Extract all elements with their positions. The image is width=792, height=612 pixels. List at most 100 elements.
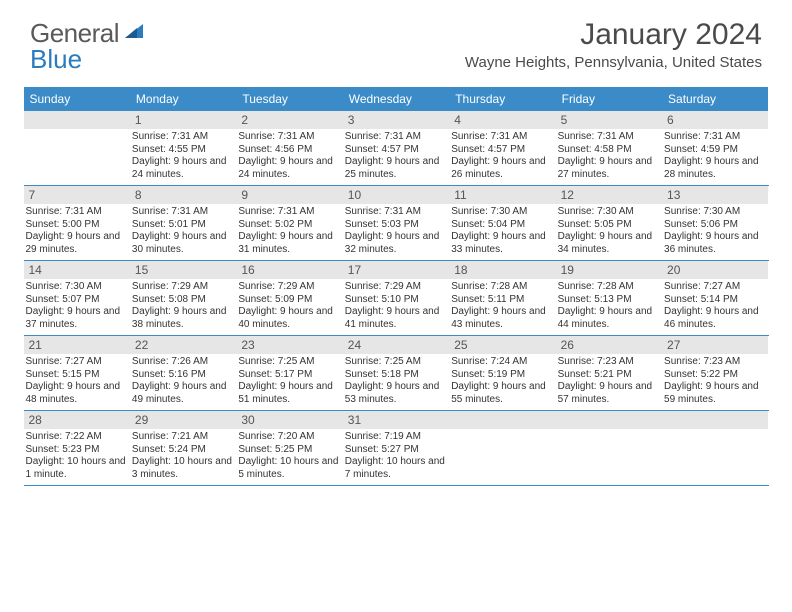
sunset-line: Sunset: 5:25 PM [238,444,339,457]
sunrise-line: Sunrise: 7:30 AM [26,281,127,294]
day-details: Sunrise: 7:30 AMSunset: 5:05 PMDaylight:… [556,204,662,260]
day-cell: 26Sunrise: 7:23 AMSunset: 5:21 PMDayligh… [556,336,662,410]
sunrise-line: Sunrise: 7:19 AM [345,431,446,444]
day-cell: 14Sunrise: 7:30 AMSunset: 5:07 PMDayligh… [24,261,130,335]
day-cell: 23Sunrise: 7:25 AMSunset: 5:17 PMDayligh… [236,336,342,410]
day-details: Sunrise: 7:28 AMSunset: 5:13 PMDaylight:… [556,279,662,335]
weeks-container: 1Sunrise: 7:31 AMSunset: 4:55 PMDaylight… [24,111,769,486]
day-number: 19 [556,261,662,279]
sunrise-line: Sunrise: 7:31 AM [345,206,446,219]
day-details: Sunrise: 7:31 AMSunset: 5:01 PMDaylight:… [130,204,236,260]
day-number: 3 [343,111,449,129]
week-row: 7Sunrise: 7:31 AMSunset: 5:00 PMDaylight… [24,186,769,261]
sunrise-line: Sunrise: 7:21 AM [132,431,233,444]
sunrise-line: Sunrise: 7:31 AM [558,131,659,144]
day-cell: 20Sunrise: 7:27 AMSunset: 5:14 PMDayligh… [662,261,768,335]
day-details: Sunrise: 7:22 AMSunset: 5:23 PMDaylight:… [24,429,130,485]
sunset-line: Sunset: 5:13 PM [558,294,659,307]
day-number [662,411,768,429]
sunrise-line: Sunrise: 7:31 AM [132,131,233,144]
weekday-header: Thursday [449,87,555,111]
sunset-line: Sunset: 5:09 PM [238,294,339,307]
day-number: 6 [662,111,768,129]
day-details: Sunrise: 7:25 AMSunset: 5:18 PMDaylight:… [343,354,449,410]
daylight-line: Daylight: 9 hours and 51 minutes. [238,381,339,406]
daylight-line: Daylight: 9 hours and 44 minutes. [558,306,659,331]
day-details [556,429,662,435]
daylight-line: Daylight: 9 hours and 28 minutes. [664,156,765,181]
daylight-line: Daylight: 9 hours and 36 minutes. [664,231,765,256]
day-details: Sunrise: 7:31 AMSunset: 4:56 PMDaylight:… [236,129,342,185]
day-details: Sunrise: 7:30 AMSunset: 5:07 PMDaylight:… [24,279,130,335]
daylight-line: Daylight: 9 hours and 46 minutes. [664,306,765,331]
day-number: 11 [449,186,555,204]
day-number: 21 [24,336,130,354]
daylight-line: Daylight: 9 hours and 24 minutes. [132,156,233,181]
daylight-line: Daylight: 9 hours and 40 minutes. [238,306,339,331]
sunset-line: Sunset: 5:22 PM [664,369,765,382]
week-row: 14Sunrise: 7:30 AMSunset: 5:07 PMDayligh… [24,261,769,336]
sunrise-line: Sunrise: 7:31 AM [238,206,339,219]
day-details [662,429,768,435]
day-number: 9 [236,186,342,204]
week-row: 1Sunrise: 7:31 AMSunset: 4:55 PMDaylight… [24,111,769,186]
daylight-line: Daylight: 9 hours and 41 minutes. [345,306,446,331]
day-cell: 1Sunrise: 7:31 AMSunset: 4:55 PMDaylight… [130,111,236,185]
day-cell: 22Sunrise: 7:26 AMSunset: 5:16 PMDayligh… [130,336,236,410]
weekday-header: Saturday [662,87,768,111]
sunrise-line: Sunrise: 7:28 AM [558,281,659,294]
day-details: Sunrise: 7:30 AMSunset: 5:04 PMDaylight:… [449,204,555,260]
day-number: 5 [556,111,662,129]
daylight-line: Daylight: 10 hours and 1 minute. [26,456,127,481]
daylight-line: Daylight: 9 hours and 32 minutes. [345,231,446,256]
day-cell [662,411,768,485]
day-cell: 2Sunrise: 7:31 AMSunset: 4:56 PMDaylight… [236,111,342,185]
sunset-line: Sunset: 5:27 PM [345,444,446,457]
sunset-line: Sunset: 5:02 PM [238,219,339,232]
day-number [24,111,130,129]
sunset-line: Sunset: 4:59 PM [664,144,765,157]
sunset-line: Sunset: 5:17 PM [238,369,339,382]
weekday-header: Tuesday [236,87,342,111]
day-number: 4 [449,111,555,129]
day-number: 24 [343,336,449,354]
day-number: 31 [343,411,449,429]
day-details: Sunrise: 7:26 AMSunset: 5:16 PMDaylight:… [130,354,236,410]
sunrise-line: Sunrise: 7:28 AM [451,281,552,294]
day-cell: 7Sunrise: 7:31 AMSunset: 5:00 PMDaylight… [24,186,130,260]
day-number: 20 [662,261,768,279]
sunrise-line: Sunrise: 7:26 AM [132,356,233,369]
daylight-line: Daylight: 10 hours and 7 minutes. [345,456,446,481]
sunrise-line: Sunrise: 7:31 AM [345,131,446,144]
day-cell: 4Sunrise: 7:31 AMSunset: 4:57 PMDaylight… [449,111,555,185]
sunrise-line: Sunrise: 7:27 AM [664,281,765,294]
sunrise-line: Sunrise: 7:23 AM [664,356,765,369]
sunset-line: Sunset: 4:57 PM [451,144,552,157]
day-number: 29 [130,411,236,429]
daylight-line: Daylight: 9 hours and 30 minutes. [132,231,233,256]
day-details: Sunrise: 7:31 AMSunset: 5:03 PMDaylight:… [343,204,449,260]
day-details: Sunrise: 7:29 AMSunset: 5:09 PMDaylight:… [236,279,342,335]
day-number: 14 [24,261,130,279]
day-cell [556,411,662,485]
day-number: 23 [236,336,342,354]
day-number: 8 [130,186,236,204]
week-row: 28Sunrise: 7:22 AMSunset: 5:23 PMDayligh… [24,411,769,486]
day-cell: 17Sunrise: 7:29 AMSunset: 5:10 PMDayligh… [343,261,449,335]
daylight-line: Daylight: 9 hours and 38 minutes. [132,306,233,331]
day-details: Sunrise: 7:31 AMSunset: 4:57 PMDaylight:… [343,129,449,185]
daylight-line: Daylight: 9 hours and 25 minutes. [345,156,446,181]
sunset-line: Sunset: 5:19 PM [451,369,552,382]
daylight-line: Daylight: 9 hours and 59 minutes. [664,381,765,406]
day-cell: 3Sunrise: 7:31 AMSunset: 4:57 PMDaylight… [343,111,449,185]
day-details: Sunrise: 7:27 AMSunset: 5:14 PMDaylight:… [662,279,768,335]
day-cell: 30Sunrise: 7:20 AMSunset: 5:25 PMDayligh… [236,411,342,485]
day-cell: 6Sunrise: 7:31 AMSunset: 4:59 PMDaylight… [662,111,768,185]
day-details: Sunrise: 7:31 AMSunset: 5:00 PMDaylight:… [24,204,130,260]
day-details [24,129,130,135]
day-details: Sunrise: 7:31 AMSunset: 4:57 PMDaylight:… [449,129,555,185]
day-details: Sunrise: 7:19 AMSunset: 5:27 PMDaylight:… [343,429,449,485]
day-number: 2 [236,111,342,129]
day-cell: 8Sunrise: 7:31 AMSunset: 5:01 PMDaylight… [130,186,236,260]
sunset-line: Sunset: 4:55 PM [132,144,233,157]
